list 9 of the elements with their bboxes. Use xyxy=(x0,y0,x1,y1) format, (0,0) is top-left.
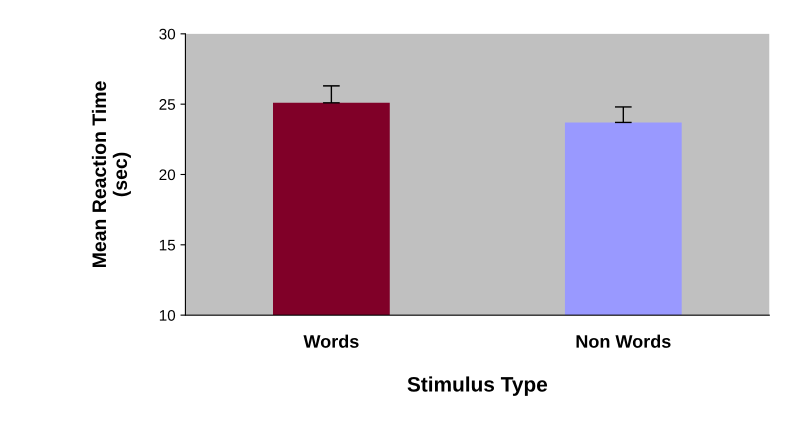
y-tick-label: 25 xyxy=(159,99,176,110)
y-tick-label: 15 xyxy=(160,240,176,250)
x-tick-label: Words xyxy=(303,334,359,348)
x-axis-title: Stimulus Type xyxy=(408,376,548,396)
x-tick-label: Non Words xyxy=(576,334,671,348)
y-tick-label: 10 xyxy=(160,310,176,321)
y-tick-label: 30 xyxy=(159,28,176,40)
y-tick-label: 20 xyxy=(159,169,176,180)
y-axis-title: Mean Reaction Time (sec) xyxy=(92,81,131,268)
